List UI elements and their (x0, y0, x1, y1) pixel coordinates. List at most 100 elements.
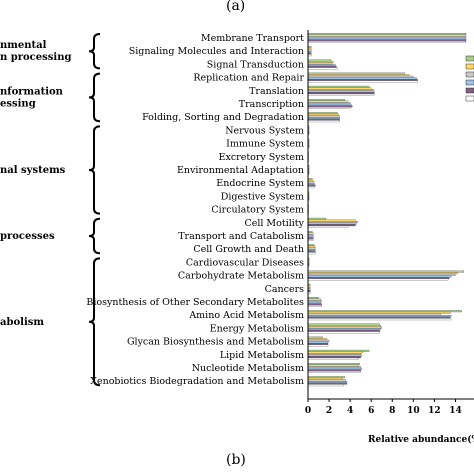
bar (307, 87, 372, 90)
category-label: Endocrine System (216, 178, 304, 189)
bar (307, 105, 353, 108)
legend-swatch (465, 95, 474, 102)
bar (307, 186, 315, 189)
category-label: Excretory System (219, 152, 304, 163)
x-tick-label: 4 (347, 406, 353, 416)
bar (307, 33, 467, 35)
category-label: Environmental Adaptation (177, 165, 304, 176)
category-label: Biosynthesis of Other Secondary Metaboli… (86, 297, 304, 308)
bar (307, 316, 451, 319)
bar (307, 341, 329, 344)
group-label: processes (0, 231, 55, 242)
group-bracket (88, 33, 101, 70)
bar (307, 344, 329, 347)
bar (307, 325, 381, 327)
bar (307, 272, 458, 275)
bar (307, 249, 316, 251)
bar (307, 379, 347, 382)
bar (307, 331, 380, 334)
bar (307, 366, 361, 369)
bar (307, 239, 314, 241)
bar (307, 369, 361, 372)
x-tick-label: 14 (449, 406, 462, 416)
bar (307, 100, 349, 103)
bar (307, 278, 449, 281)
bar (307, 77, 417, 80)
bar (307, 65, 337, 68)
category-label: Transport and Catabolism (178, 231, 304, 242)
bar (307, 297, 319, 299)
category-label: Signal Transduction (207, 59, 304, 70)
group-bracket (88, 217, 101, 255)
bar (307, 225, 349, 228)
bar (307, 61, 334, 63)
bar (307, 221, 358, 223)
panel-label-bottom: (b) (226, 452, 246, 468)
bar (307, 102, 351, 105)
bar (307, 357, 359, 360)
bar (307, 377, 343, 380)
bar (307, 179, 314, 182)
bar (307, 300, 322, 303)
bar (307, 364, 359, 367)
bar (307, 367, 362, 370)
bar (307, 244, 315, 247)
bar (307, 67, 338, 70)
bar (307, 273, 456, 276)
bar (307, 310, 462, 313)
bar (307, 92, 375, 95)
bar (307, 113, 339, 116)
bar (307, 107, 351, 109)
bar (307, 363, 360, 365)
bar (307, 318, 452, 321)
bar (307, 74, 410, 77)
bar (307, 120, 340, 123)
category-label: Transcription (239, 99, 304, 110)
group-label: nmental n processing (0, 40, 71, 63)
category-label: Nucleotide Metabolism (192, 363, 304, 374)
bar (307, 99, 345, 101)
bar (307, 311, 451, 314)
bar (307, 339, 330, 342)
bar (307, 298, 321, 301)
group-bracket (88, 72, 101, 123)
bar (307, 103, 352, 106)
bar (307, 117, 340, 119)
bar (307, 59, 332, 62)
group-bracket (88, 257, 101, 387)
bar (307, 328, 381, 331)
bar (307, 252, 316, 255)
bar (307, 245, 316, 248)
bar (307, 224, 356, 227)
bar (307, 250, 316, 253)
bar (307, 376, 345, 379)
bar (307, 184, 316, 187)
bar (307, 62, 333, 65)
bar (307, 90, 375, 93)
bar (307, 315, 452, 317)
bar (307, 353, 361, 355)
bar (307, 235, 314, 238)
bar (307, 75, 414, 78)
group-label: abolism (0, 317, 44, 328)
x-tick-label: 0 (305, 406, 311, 416)
bar (307, 349, 370, 352)
bar (307, 277, 450, 279)
bar (307, 323, 380, 326)
bar (307, 247, 316, 250)
category-label: Amino Acid Metabolism (188, 310, 304, 321)
category-label: Folding, Sorting and Degradation (142, 112, 304, 123)
category-label: Membrane Transport (201, 33, 304, 44)
category-label: Glycan Biosynthesis and Metabolism (127, 337, 304, 348)
legend-swatch (465, 79, 474, 86)
bar (307, 178, 313, 181)
bar (307, 183, 315, 185)
x-tick-label: 2 (326, 406, 332, 416)
group-bracket (88, 125, 101, 215)
bar (307, 326, 382, 329)
bar (307, 305, 322, 307)
bar (307, 115, 340, 118)
bar (307, 112, 338, 115)
bar (307, 354, 362, 357)
